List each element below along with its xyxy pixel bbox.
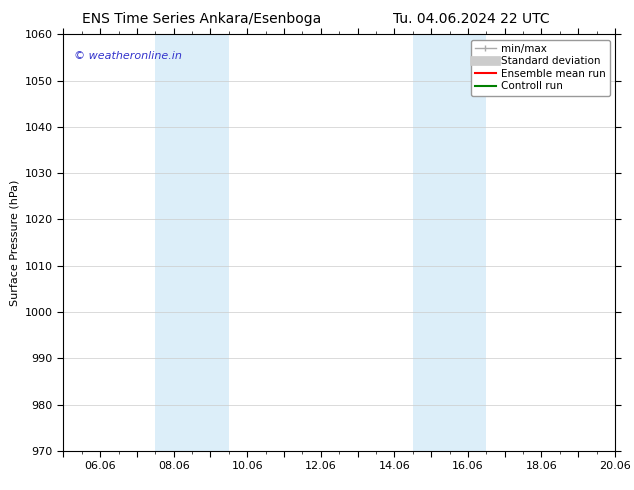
Y-axis label: Surface Pressure (hPa): Surface Pressure (hPa) [10,179,19,306]
Text: © weatheronline.in: © weatheronline.in [74,51,183,61]
Legend: min/max, Standard deviation, Ensemble mean run, Controll run: min/max, Standard deviation, Ensemble me… [470,40,610,96]
Bar [155,34,229,451]
Text: Tu. 04.06.2024 22 UTC: Tu. 04.06.2024 22 UTC [393,12,550,26]
Bar [413,34,486,451]
Text: ENS Time Series Ankara/Esenboga: ENS Time Series Ankara/Esenboga [82,12,321,26]
